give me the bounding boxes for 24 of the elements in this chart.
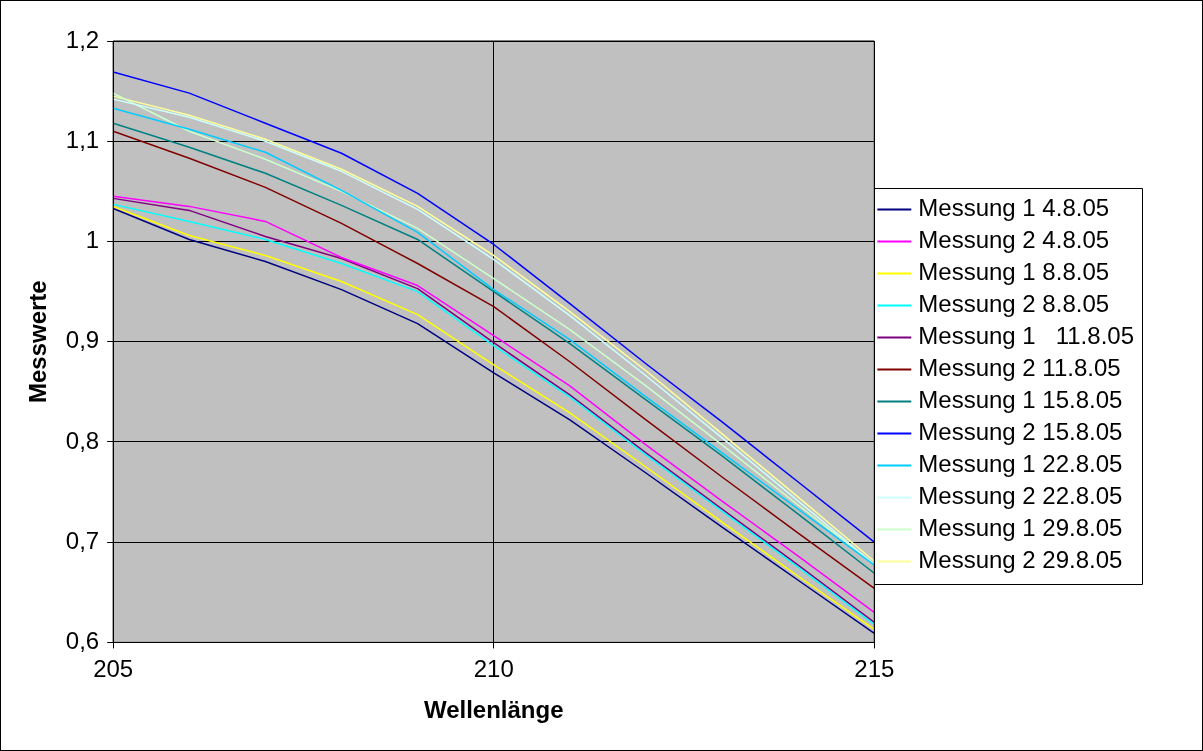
y-tick-label: 0,6 — [65, 627, 100, 655]
y-axis-title: Messwerte — [24, 280, 52, 404]
legend-label: Messung 1 22.8.05 — [918, 450, 1123, 478]
legend-label: Messung 2 22.8.05 — [918, 482, 1123, 510]
y-tick-label: 0,8 — [65, 426, 100, 454]
x-tick-label: 210 — [473, 655, 514, 683]
legend-label: Messung 1 4.8.05 — [918, 194, 1110, 222]
y-tick-label: 0,7 — [65, 526, 100, 554]
legend-label: Messung 2 4.8.05 — [918, 226, 1110, 254]
y-tick-label: 0,9 — [65, 326, 100, 354]
legend-label: Messung 1 29.8.05 — [918, 514, 1123, 542]
x-tick-label: 205 — [93, 655, 134, 683]
legend-label: Messung 2 11.8.05 — [918, 354, 1121, 382]
y-tick-label: 1 — [85, 226, 100, 254]
legend-label: Messung 2 15.8.05 — [918, 418, 1123, 446]
legend-label: Messung 2 8.8.05 — [918, 290, 1110, 318]
legend-label: Messung 2 29.8.05 — [918, 546, 1123, 574]
legend-label: Messung 1 15.8.05 — [918, 386, 1123, 414]
legend-label: Messung 1 8.8.05 — [918, 258, 1110, 286]
legend-label: Messung 1 11.8.05 — [918, 322, 1135, 350]
x-tick-label: 215 — [854, 655, 895, 683]
x-axis-title: Wellenlänge — [423, 696, 564, 724]
y-tick-label: 1,2 — [65, 25, 100, 53]
y-tick-label: 1,1 — [65, 125, 100, 153]
